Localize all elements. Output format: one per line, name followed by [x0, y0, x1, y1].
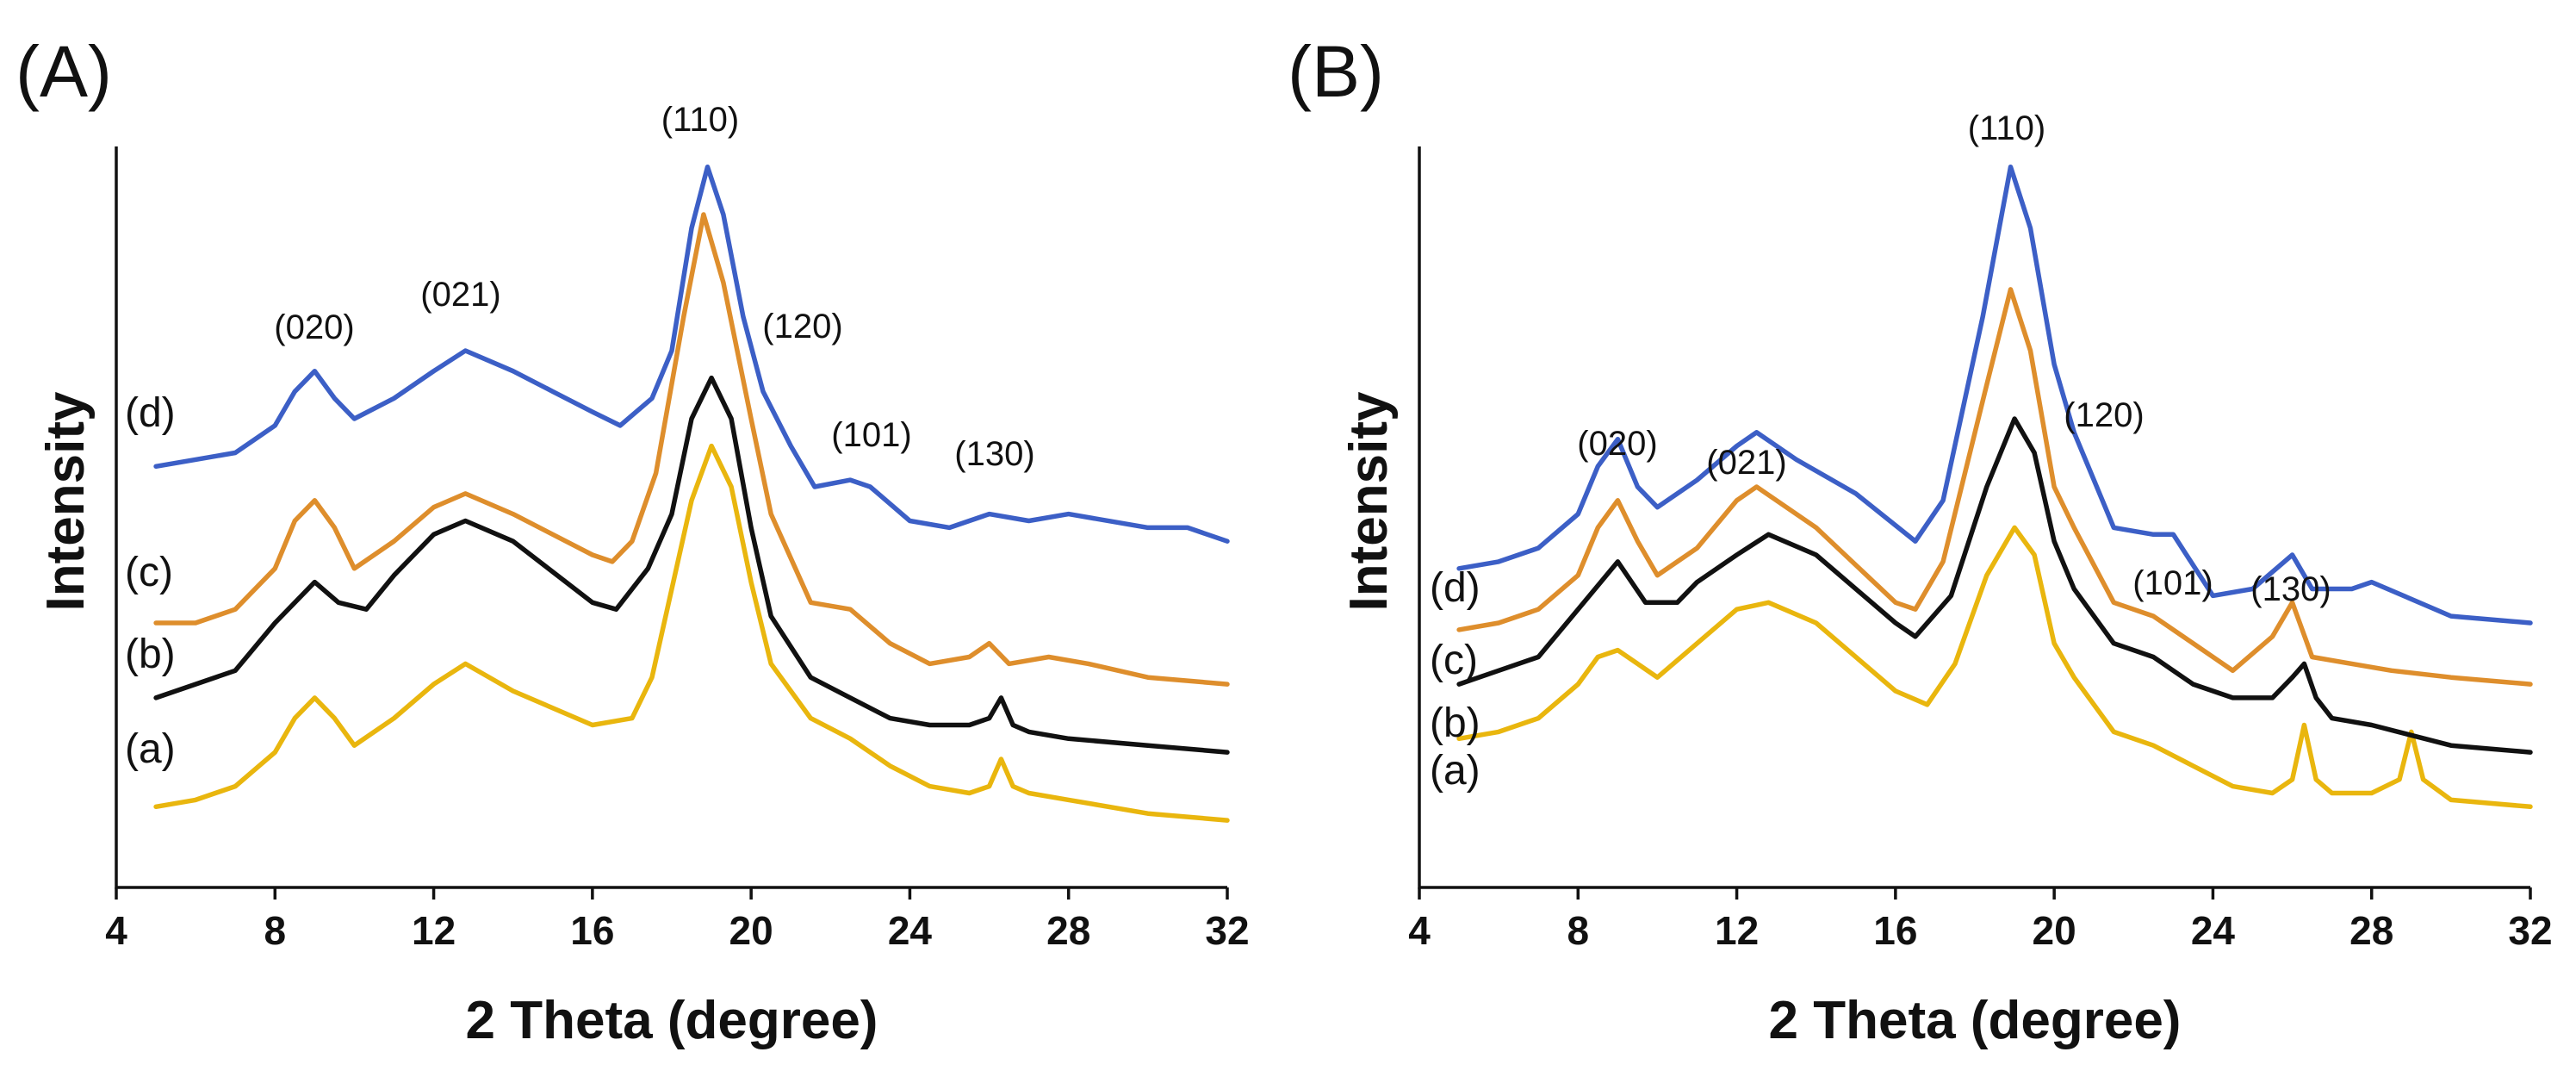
- panel-a-x-tick-label: 8: [264, 908, 286, 953]
- panel-b-series-label-d: (d): [1430, 565, 1480, 611]
- panel-b-series-label-c: (c): [1430, 638, 1478, 683]
- panel-b-series-label-a: (a): [1430, 748, 1480, 794]
- panel-a-x-tick-label: 28: [1046, 908, 1090, 953]
- panel-a-x-tick-label: 32: [1205, 908, 1249, 953]
- panel-b-label: (B): [1288, 31, 1384, 112]
- panel-b-y-axis-title: Intensity: [1339, 391, 1399, 611]
- panel-a: (A) 4 8 12 16 20 24 28 32 2 Theta (degree) Inte…: [16, 31, 1250, 1050]
- panel-a-x-tick-label: 20: [729, 908, 773, 953]
- panel-a-series-label-a: (a): [125, 726, 176, 772]
- panel-b-peak-020: (020): [1577, 425, 1657, 463]
- panel-a-x-axis-title: 2 Theta (degree): [466, 991, 878, 1050]
- panel-b-peak-120: (120): [2064, 396, 2144, 434]
- panel-b: (B) 4 8 12 16 20 24 28 32 2 Theta (degree) Inte…: [1288, 31, 2553, 1050]
- panel-b-series-c-line: [1456, 287, 2533, 687]
- panel-a-peak-110: (110): [661, 101, 739, 139]
- panel-b-x-axis-title: 2 Theta (degree): [1769, 991, 2182, 1050]
- panel-b-peak-130: (130): [2250, 570, 2331, 608]
- panel-a-curves: [153, 164, 1230, 823]
- panel-a-x-tick-label: 24: [888, 908, 933, 953]
- panel-b-x-tick-label: 16: [1873, 908, 1917, 953]
- panel-a-peak-101: (101): [831, 416, 911, 454]
- panel-b-x-tick-label: 28: [2349, 908, 2393, 953]
- panel-a-ticks: 4 8 12 16 20 24 28 32: [105, 887, 1250, 953]
- panel-a-series-d-line: [153, 164, 1230, 544]
- panel-b-x-tick-label: 20: [2033, 908, 2076, 953]
- panel-a-peak-120: (120): [762, 308, 842, 346]
- panel-b-ticks: 4 8 12 16 20 24 28 32: [1408, 887, 2553, 953]
- panel-a-series-label-c: (c): [125, 550, 173, 595]
- panel-b-series-label-b: (b): [1430, 700, 1480, 746]
- panel-a-y-axis-title: Intensity: [36, 391, 96, 611]
- panel-a-x-tick-label: 4: [105, 908, 127, 953]
- panel-b-x-tick-label: 32: [2508, 908, 2552, 953]
- panel-a-series-a-line: [153, 443, 1230, 823]
- panel-b-peak-021: (021): [1706, 444, 1786, 482]
- panel-b-x-tick-label: 8: [1567, 908, 1589, 953]
- panel-b-x-tick-label: 4: [1408, 908, 1431, 953]
- panel-b-x-tick-label: 24: [2191, 908, 2236, 953]
- panel-b-peak-110: (110): [1968, 109, 2045, 147]
- panel-a-label: (A): [16, 31, 112, 112]
- panel-a-series-c-line: [153, 212, 1230, 687]
- panel-a-x-tick-label: 16: [570, 908, 614, 953]
- panel-b-series-a-line: [1456, 525, 2533, 810]
- panel-b-peak-101: (101): [2132, 564, 2213, 602]
- panel-a-series-label-d: (d): [125, 390, 176, 436]
- panel-a-peak-021: (021): [420, 276, 500, 314]
- panel-b-x-tick-label: 12: [1715, 908, 1759, 953]
- panel-b-series-b-line: [1456, 416, 2533, 755]
- panel-a-series-b-line: [153, 375, 1230, 755]
- panel-a-x-tick-label: 12: [412, 908, 456, 953]
- panel-a-peak-020: (020): [274, 308, 354, 346]
- panel-a-peak-130: (130): [954, 435, 1034, 473]
- panel-b-curves: [1456, 164, 2533, 810]
- panel-b-series-d-line: [1456, 164, 2533, 626]
- panel-a-series-label-b: (b): [125, 632, 176, 677]
